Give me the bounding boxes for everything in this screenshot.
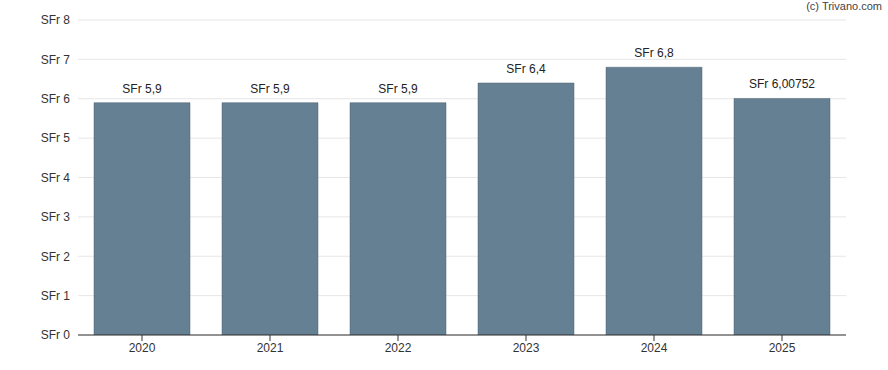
svg-text:2022: 2022 bbox=[385, 341, 412, 355]
svg-text:SFr 6: SFr 6 bbox=[41, 92, 71, 106]
html-text:(c) Trivano.com: (c) Trivano.com bbox=[806, 0, 882, 12]
svg-text:SFr 6,00752: SFr 6,00752 bbox=[749, 77, 815, 91]
svg-text:2021: 2021 bbox=[257, 341, 284, 355]
svg-text:SFr 6,4: SFr 6,4 bbox=[506, 62, 546, 76]
svg-text:SFr 5,9: SFr 5,9 bbox=[122, 82, 162, 96]
svg-text:SFr 7: SFr 7 bbox=[41, 53, 71, 67]
svg-text:SFr 0: SFr 0 bbox=[41, 328, 71, 342]
svg-text:SFr 8: SFr 8 bbox=[41, 13, 71, 27]
svg-text:SFr 1: SFr 1 bbox=[41, 289, 71, 303]
svg-text:2025: 2025 bbox=[769, 341, 796, 355]
svg-text:2023: 2023 bbox=[513, 341, 540, 355]
svg-text:SFr 5: SFr 5 bbox=[41, 131, 71, 145]
svg-text:SFr 5,9: SFr 5,9 bbox=[250, 82, 290, 96]
svg-text:2024: 2024 bbox=[641, 341, 668, 355]
svg-text:SFr 2: SFr 2 bbox=[41, 250, 71, 264]
svg-text:SFr 4: SFr 4 bbox=[41, 171, 71, 185]
svg-text:SFr 6,8: SFr 6,8 bbox=[634, 46, 674, 60]
svg-text:2020: 2020 bbox=[129, 341, 156, 355]
svg-text:SFr 3: SFr 3 bbox=[41, 210, 71, 224]
svg-text:SFr 5,9: SFr 5,9 bbox=[378, 82, 418, 96]
